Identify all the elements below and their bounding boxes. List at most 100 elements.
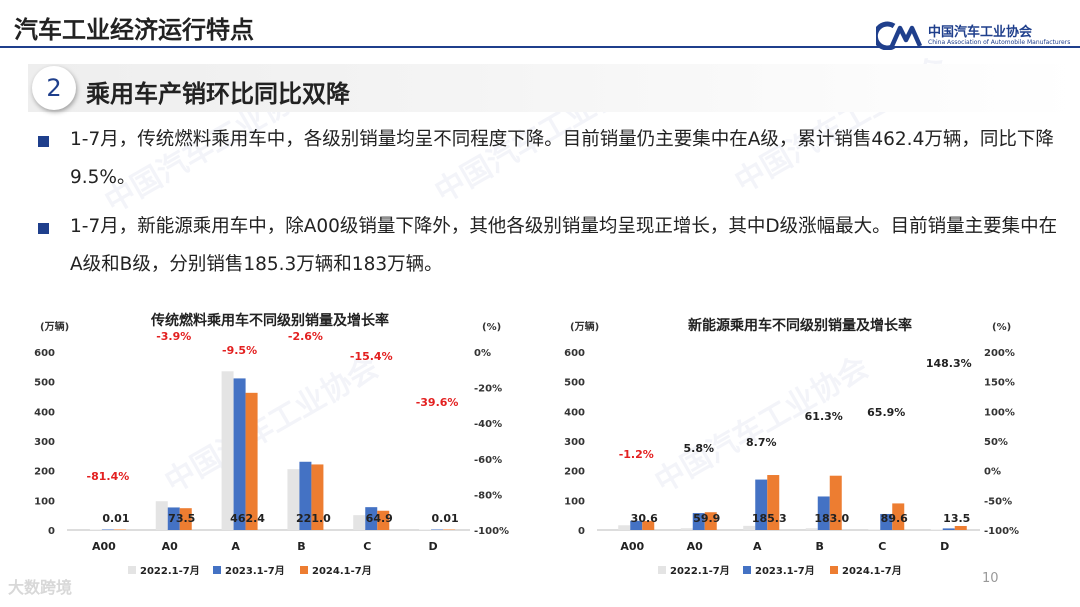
y-tick-label: 400	[564, 407, 585, 418]
bullet-text: 1-7月，新能源乘用车中，除A00级销量下降外，其他各级别销量均呈现正增长，其中…	[70, 216, 1058, 275]
bar-2022.1-7月	[353, 515, 366, 530]
legend-label: 2023.1-7月	[755, 565, 815, 577]
category-label: A	[231, 540, 240, 553]
bar-2022.1-7月	[155, 501, 168, 530]
y2-tick-label: -100%	[984, 526, 1019, 537]
bar-2022.1-7月	[680, 528, 693, 530]
legend-label: 2022.1-7月	[670, 565, 730, 577]
category-label: A00	[92, 540, 116, 553]
section-number: 2	[32, 66, 76, 110]
bar-value-label: 59.9	[693, 512, 720, 525]
y2-axis-label: (%)	[482, 322, 501, 333]
bar-2024.1-7月	[704, 512, 717, 530]
bar-2023.1-7月	[431, 529, 444, 530]
legend-label: 2023.1-7月	[225, 565, 285, 577]
bar-2022.1-7月	[805, 528, 818, 530]
category-label: D	[429, 540, 438, 553]
growth-rate-label: 5.8%	[683, 442, 714, 455]
y-tick-label: 200	[34, 467, 55, 478]
bar-2023.1-7月	[233, 378, 246, 530]
y-tick-label: 600	[564, 348, 585, 359]
growth-rate-label: 148.3%	[926, 357, 972, 370]
bar-value-label: 13.5	[943, 512, 970, 525]
bar-2022.1-7月	[221, 371, 234, 530]
bar-value-label: 0.01	[432, 512, 459, 525]
y-axis-label: (万辆)	[40, 320, 69, 333]
bar-2024.1-7月	[245, 392, 258, 530]
header-divider	[0, 46, 1080, 48]
y2-tick-label: -60%	[474, 455, 502, 466]
bar-2023.1-7月	[755, 479, 768, 530]
bar-value-label: 0.01	[102, 512, 129, 525]
bar-2024.1-7月	[113, 529, 126, 530]
y-tick-label: 0	[48, 526, 55, 537]
logo-name-en: China Association of Automobile Manufact…	[928, 39, 1071, 46]
footer-watermark: 大数跨境	[8, 578, 73, 597]
growth-rate-label: 8.7%	[746, 436, 777, 449]
bar-2023.1-7月	[942, 528, 955, 530]
bar-2024.1-7月	[443, 529, 456, 530]
bar-2022.1-7月	[868, 529, 881, 530]
bar-2023.1-7月	[692, 513, 705, 530]
bar-2023.1-7月	[880, 513, 893, 530]
bar-2024.1-7月	[311, 464, 324, 530]
chart-title: 传统燃料乘用车不同级别销量及增长率	[150, 312, 389, 329]
y-tick-label: 200	[564, 467, 585, 478]
bar-value-label: 183.0	[814, 512, 849, 525]
bar-2024.1-7月	[179, 508, 192, 530]
bar-value-label: 64.9	[366, 512, 393, 525]
bar-value-label: 185.3	[752, 512, 787, 525]
logo-name-cn: 中国汽车工业协会	[928, 25, 1033, 40]
y-axis-label: (万辆)	[570, 320, 599, 333]
bar-2023.1-7月	[101, 529, 114, 530]
legend-label: 2022.1-7月	[140, 565, 200, 577]
section-band	[28, 64, 1080, 112]
y2-tick-label: -40%	[474, 419, 502, 430]
chart-title: 新能源乘用车不同级别销量及增长率	[688, 317, 912, 334]
bar-2024.1-7月	[767, 475, 780, 530]
bullet-text: 1-7月，传统燃料乘用车中，各级别销量均呈不同程度下降。目前销量仍主要集中在A级…	[70, 129, 1054, 188]
bar-value-label: 221.0	[296, 512, 331, 525]
category-label: C	[363, 540, 371, 553]
legend-swatch	[213, 566, 221, 574]
bar-2022.1-7月	[89, 529, 102, 530]
legend-swatch	[128, 566, 136, 574]
legend-label: 2024.1-7月	[842, 565, 902, 577]
legend-swatch	[300, 566, 308, 574]
bar-2024.1-7月	[829, 475, 842, 530]
y-tick-label: 500	[564, 378, 585, 389]
bar-2022.1-7月	[618, 525, 631, 530]
bar-2023.1-7月	[365, 507, 378, 530]
y-tick-label: 400	[34, 407, 55, 418]
y2-tick-label: 100%	[984, 407, 1015, 418]
y2-tick-label: 150%	[984, 378, 1015, 389]
bar-2023.1-7月	[299, 461, 312, 530]
bar-2022.1-7月	[419, 529, 432, 530]
y-tick-label: 600	[34, 348, 55, 359]
category-label: A00	[620, 540, 644, 553]
bar-2024.1-7月	[954, 525, 967, 530]
bullet-square-icon	[38, 136, 49, 147]
growth-rate-label: 61.3%	[805, 410, 843, 423]
growth-rate-label: -3.9%	[156, 330, 191, 343]
growth-rate-label: -9.5%	[222, 344, 257, 357]
y2-tick-label: -20%	[474, 384, 502, 395]
growth-rate-label: -39.6%	[416, 396, 459, 409]
bar-value-label: 89.6	[881, 512, 908, 525]
y2-tick-label: 0%	[984, 467, 1001, 478]
category-label: C	[878, 540, 886, 553]
growth-rate-label: -81.4%	[87, 470, 130, 483]
chart-new-energy: 新能源乘用车不同级别销量及增长率 (万辆) (%) 0 100 200 300 400 500 6…	[564, 317, 1019, 577]
growth-rate-label: -2.6%	[288, 330, 323, 343]
growth-rate-label: 65.9%	[867, 406, 905, 419]
category-label: B	[297, 540, 305, 553]
bar-2024.1-7月	[892, 503, 905, 530]
bar-2023.1-7月	[167, 507, 180, 530]
bar-2024.1-7月	[377, 510, 390, 530]
category-label: A	[753, 540, 762, 553]
y2-axis-label: (%)	[992, 322, 1011, 333]
growth-rate-label: -15.4%	[350, 350, 393, 363]
chart-traditional-fuel: 传统燃料乘用车不同级别销量及增长率 (万辆) (%) 0 100 200 300 400 500…	[34, 312, 509, 577]
bar-2022.1-7月	[930, 529, 943, 530]
y-tick-label: 300	[564, 437, 585, 448]
